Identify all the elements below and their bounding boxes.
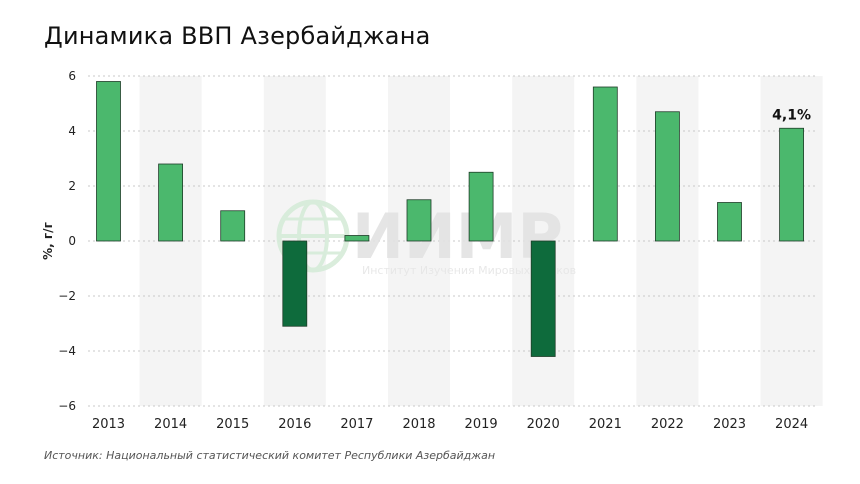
y-tick-label: 2 [68, 179, 76, 193]
bar-2016 [282, 240, 308, 327]
chart-title: Динамика ВВП Азербайджана [44, 22, 431, 50]
data-label: 4,1% [772, 107, 811, 123]
gridlines [88, 75, 818, 407]
y-tick-label: −2 [58, 289, 76, 303]
y-tick-label: 0 [68, 234, 76, 248]
x-tick-label: 2015 [216, 417, 249, 432]
x-tick-label: 2024 [775, 417, 808, 432]
x-tick-label: 2023 [713, 417, 746, 432]
x-tick-label: 2017 [340, 417, 373, 432]
bar-2024 [779, 127, 804, 242]
bar-2021 [592, 86, 618, 242]
bar-2014 [158, 163, 184, 242]
x-tick-label: 2018 [402, 417, 435, 432]
data-labels: 4,1% [772, 107, 811, 123]
y-axis-label: %, г/г [41, 222, 55, 260]
bar-2023 [717, 202, 742, 242]
bar-2017 [344, 235, 370, 242]
x-tick-label: 2016 [278, 417, 311, 432]
y-tick-label: −6 [58, 399, 76, 413]
x-tick-label: 2020 [527, 417, 560, 432]
x-tick-label: 2019 [465, 417, 498, 432]
x-tick-label: 2021 [589, 417, 622, 432]
watermark-name: ИИМР [352, 200, 563, 273]
x-tick-label: 2022 [651, 417, 684, 432]
bar-2020 [530, 240, 556, 357]
x-axis-ticks: 2013 2014 2015 2016 2017 2018 2019 2020 2021 2022… [92, 417, 808, 432]
bar-2013 [96, 81, 121, 242]
bar-2022 [655, 111, 680, 242]
x-tick-label: 2013 [92, 417, 125, 432]
source-note: Источник: Национальный статистический ко… [44, 449, 496, 462]
y-tick-label: 4 [68, 124, 76, 138]
y-axis-ticks: 6 4 2 0 −2 −4 −6 [58, 69, 76, 413]
y-tick-label: −4 [58, 344, 76, 358]
x-tick-label: 2014 [154, 417, 187, 432]
watermark-subtitle: Институт Изучения Мировых Рынков [362, 264, 576, 277]
bars [96, 81, 804, 357]
bar-2018 [406, 199, 432, 242]
bar-2015 [220, 210, 246, 242]
bar-2019 [468, 171, 494, 242]
y-tick-label: 6 [68, 69, 76, 83]
